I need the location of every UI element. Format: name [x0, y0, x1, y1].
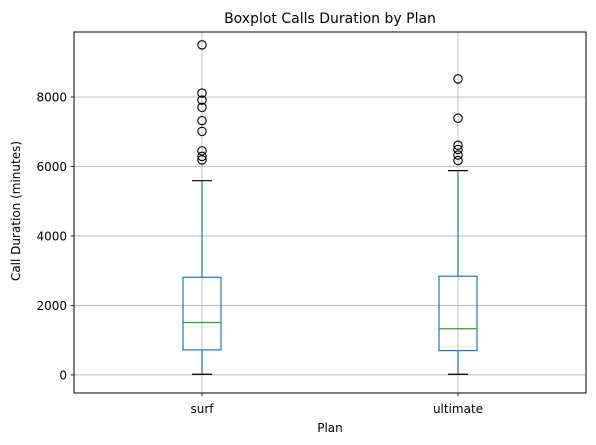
- outlier-point: [197, 88, 207, 98]
- outlier-point: [453, 74, 463, 84]
- y-tick-label: 2000: [36, 299, 67, 313]
- y-tick-label: 0: [59, 368, 67, 382]
- plot-area-frame: [73, 31, 587, 394]
- axis-ticks: 0 2000 4000 6000 8000 surf ultimate: [36, 90, 483, 416]
- boxes: [182, 40, 478, 375]
- outlier-point: [197, 146, 207, 156]
- outlier-point: [197, 126, 207, 137]
- grid-lines: [74, 32, 586, 393]
- x-axis-label: Plan: [317, 421, 343, 435]
- x-tick-label: ultimate: [433, 402, 483, 416]
- box-group-surf: [182, 40, 222, 375]
- iqr-box: [438, 275, 478, 352]
- outlier-point: [453, 113, 463, 123]
- outlier-point: [453, 140, 463, 151]
- box-group-ultimate: [438, 74, 478, 375]
- outlier-point: [197, 40, 207, 50]
- y-tick-label: 6000: [36, 160, 67, 174]
- outlier-point: [453, 144, 463, 155]
- outlier-point: [453, 150, 463, 160]
- outlier-point: [197, 151, 207, 162]
- x-tick-label: surf: [190, 402, 214, 416]
- y-tick-label: 4000: [36, 229, 67, 243]
- iqr-box: [182, 276, 222, 351]
- outlier-point: [453, 155, 463, 166]
- y-axis-label: Call Duration (minutes): [9, 141, 23, 281]
- outlier-point: [197, 155, 207, 165]
- outlier-point: [197, 102, 207, 113]
- outlier-point: [197, 115, 207, 126]
- outlier-point: [197, 95, 207, 105]
- chart-title: Boxplot Calls Duration by Plan: [224, 11, 436, 27]
- y-tick-label: 8000: [36, 90, 67, 104]
